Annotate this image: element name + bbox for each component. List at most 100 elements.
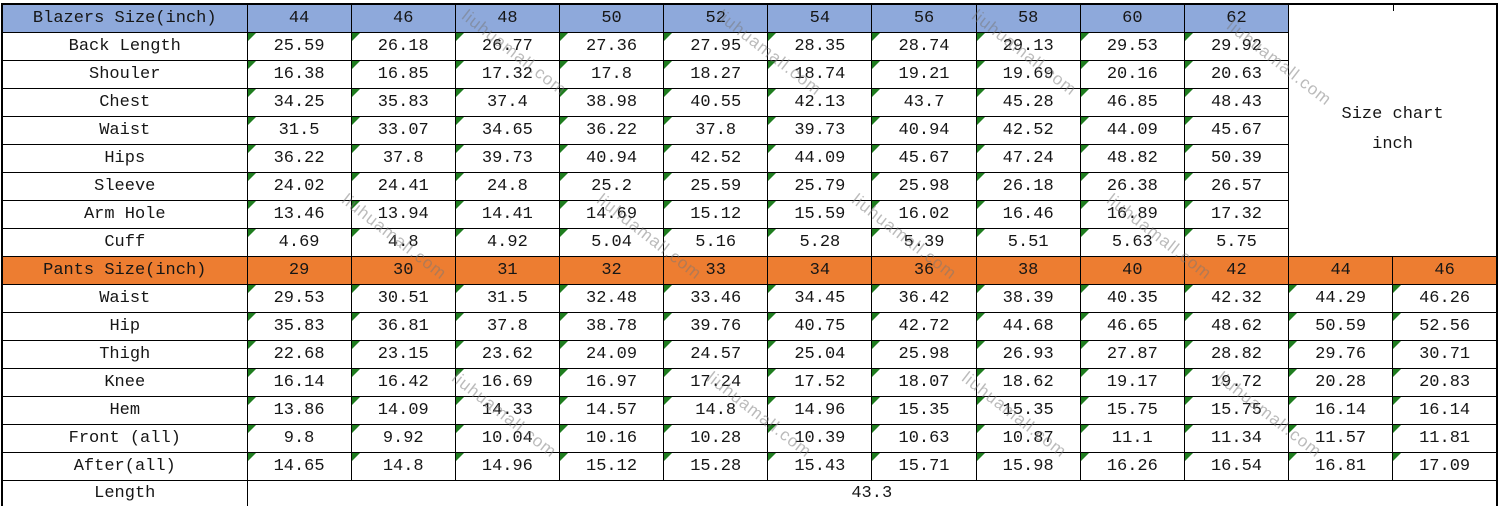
blazer-measurement-row: Arm Hole 13.46 13.94 14.41 14.69 15.12 15.59 16…: [1, 199, 1497, 229]
pants-value-cell: 14.33: [454, 395, 560, 425]
pants-value-cell: 15.12: [558, 451, 665, 481]
pants-value-cell: 15.75: [1079, 395, 1185, 425]
pants-value-cell: 20.83: [1392, 367, 1498, 397]
pants-value-cell: 10.04: [454, 423, 560, 453]
blazer-size-column-header: 50: [558, 3, 665, 33]
blazer-value-cell: 37.8: [663, 115, 769, 145]
blazer-value-cell: 4.92: [454, 227, 560, 257]
pants-row-label: Waist: [1, 283, 248, 313]
length-merged-value: 43.3: [246, 479, 1498, 506]
blazer-value-cell: 20.63: [1183, 59, 1290, 89]
blazer-value-cell: 45.67: [871, 143, 977, 173]
pants-value-cell: 14.09: [350, 395, 456, 425]
blazer-value-cell: 5.51: [975, 227, 1081, 257]
blazer-row-label: Arm Hole: [1, 199, 248, 229]
blazer-value-cell: 27.95: [663, 31, 769, 61]
blazer-value-cell: 29.53: [1079, 31, 1185, 61]
pants-value-cell: 19.72: [1183, 367, 1290, 397]
pants-value-cell: 11.34: [1183, 423, 1290, 453]
blazer-row-label: Sleeve: [1, 171, 248, 201]
blazer-size-column-header: 54: [767, 3, 873, 33]
blazer-value-cell: 40.94: [871, 115, 977, 145]
pants-value-cell: 16.54: [1183, 451, 1290, 481]
pants-size-column-header: 38: [975, 255, 1081, 285]
blazer-value-cell: 5.75: [1183, 227, 1290, 257]
blazer-value-cell: 16.89: [1079, 199, 1185, 229]
blazer-size-column-header: 52: [663, 3, 769, 33]
blazer-size-column-header: 58: [975, 3, 1081, 33]
pants-size-column-header: 29: [246, 255, 352, 285]
pants-size-column-header: 46: [1392, 255, 1498, 285]
blazer-size-column-header: 46: [350, 3, 456, 33]
pants-value-cell: 18.62: [975, 367, 1081, 397]
blazer-value-cell: 31.5: [246, 115, 352, 145]
pants-header-row: Pants Size(inch) 29 30 31 32 33 34 36 38 40 42 44 46: [1, 255, 1498, 285]
blazer-value-cell: 16.02: [871, 199, 977, 229]
blazer-value-cell: 44.09: [767, 143, 873, 173]
pants-value-cell: 17.09: [1392, 451, 1498, 481]
blazer-value-cell: 14.41: [454, 199, 560, 229]
blazer-value-cell: 34.65: [454, 115, 560, 145]
pants-value-cell: 9.8: [246, 423, 352, 453]
blazer-value-cell: 13.46: [246, 199, 352, 229]
pants-value-cell: 38.39: [975, 283, 1081, 313]
blazer-value-cell: 28.74: [871, 31, 977, 61]
blazer-size-column-header: 60: [1079, 3, 1185, 33]
blazer-value-cell: 50.39: [1183, 143, 1290, 173]
pants-row-label: After(all): [1, 451, 248, 481]
blazer-value-cell: 36.22: [558, 115, 665, 145]
pants-row-label: Front (all): [1, 423, 248, 453]
blazer-value-cell: 16.38: [246, 59, 352, 89]
pants-measurement-row: Thigh 22.68 23.15 23.62 24.09 24.57 25.04 25.98…: [1, 339, 1498, 369]
blazer-value-cell: 48.82: [1079, 143, 1185, 173]
blazer-value-cell: 5.04: [558, 227, 665, 257]
blazer-value-cell: 5.63: [1079, 227, 1185, 257]
blazer-value-cell: 5.39: [871, 227, 977, 257]
pants-value-cell: 31.5: [454, 283, 560, 313]
blazer-row-label: Shouler: [1, 59, 248, 89]
blazer-row-label: Back Length: [1, 31, 248, 61]
pants-value-cell: 34.45: [767, 283, 873, 313]
blazer-value-cell: 4.8: [350, 227, 456, 257]
blazer-value-cell: 4.69: [246, 227, 352, 257]
pants-value-cell: 14.8: [350, 451, 456, 481]
pants-value-cell: 30.51: [350, 283, 456, 313]
blazer-value-cell: 24.8: [454, 171, 560, 201]
blazer-value-cell: 42.13: [767, 87, 873, 117]
pants-value-cell: 36.81: [350, 311, 456, 341]
pants-value-cell: 15.35: [871, 395, 977, 425]
blazer-value-cell: 17.32: [454, 59, 560, 89]
pants-size-column-header: 32: [558, 255, 665, 285]
pants-value-cell: 15.71: [871, 451, 977, 481]
blazer-value-cell: 29.92: [1183, 31, 1290, 61]
pants-value-cell: 10.63: [871, 423, 977, 453]
blazer-measurement-row: Sleeve 24.02 24.41 24.8 25.2 25.59 25.79 25.98 2…: [1, 171, 1497, 201]
note-line-1: Size chart: [1341, 104, 1444, 124]
blazer-measurement-row: Chest 34.25 35.83 37.4 38.98 40.55 42.13 43.7 45…: [1, 87, 1497, 117]
pants-row-label: Thigh: [1, 339, 248, 369]
pants-value-cell: 22.68: [246, 339, 352, 369]
pants-value-cell: 52.56: [1392, 311, 1498, 341]
pants-value-cell: 16.42: [350, 367, 456, 397]
blazer-value-cell: 39.73: [767, 115, 873, 145]
blazer-measurement-row: Shouler 16.38 16.85 17.32 17.8 18.27 18.74 19.2…: [1, 59, 1497, 89]
blazer-row-label: Chest: [1, 87, 248, 117]
pants-value-cell: 25.98: [871, 339, 977, 369]
pants-value-cell: 10.16: [558, 423, 665, 453]
pants-value-cell: 16.81: [1288, 451, 1394, 481]
blazer-value-cell: 42.52: [975, 115, 1081, 145]
pants-value-cell: 40.75: [767, 311, 873, 341]
blazer-value-cell: 25.98: [871, 171, 977, 201]
blazer-value-cell: 46.85: [1079, 87, 1185, 117]
pants-value-cell: 15.75: [1183, 395, 1290, 425]
pants-value-cell: 10.87: [975, 423, 1081, 453]
blazer-value-cell: 5.28: [767, 227, 873, 257]
pants-value-cell: 16.14: [246, 367, 352, 397]
blazer-value-cell: 24.41: [350, 171, 456, 201]
pants-value-cell: 18.07: [871, 367, 977, 397]
pants-size-column-header: 34: [767, 255, 873, 285]
blazer-value-cell: 37.4: [454, 87, 560, 117]
blazer-value-cell: 35.83: [350, 87, 456, 117]
pants-value-cell: 50.59: [1288, 311, 1394, 341]
